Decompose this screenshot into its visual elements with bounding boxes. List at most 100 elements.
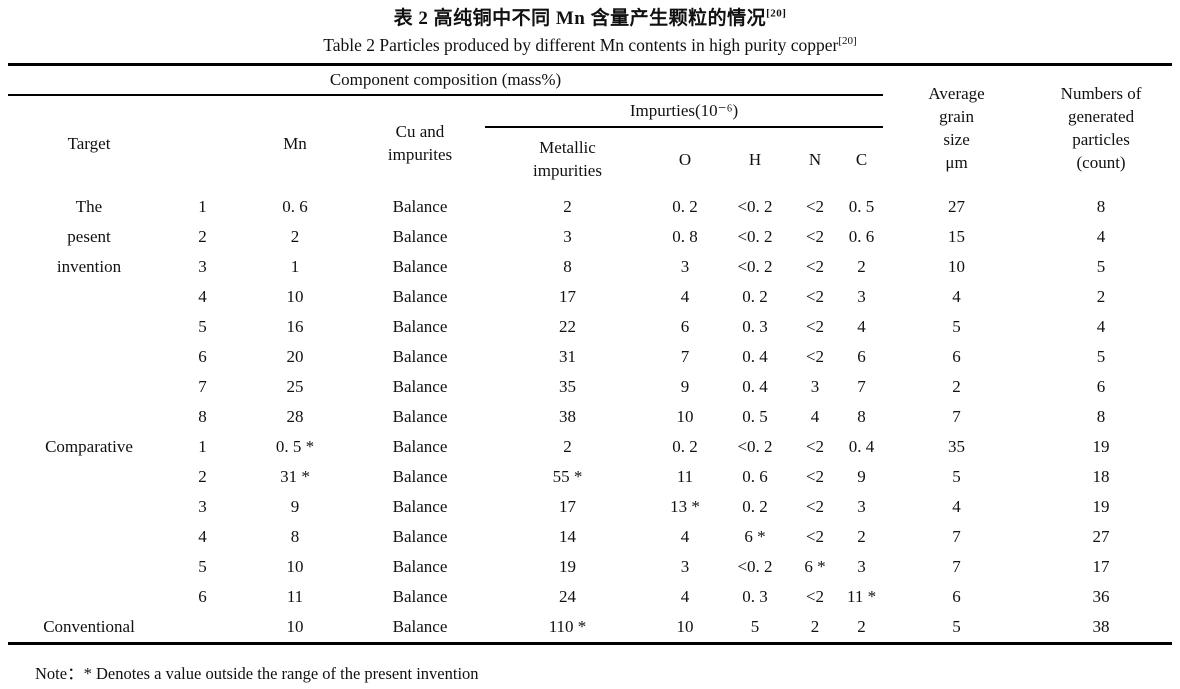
cell-hydrogen: 0. 3 [742,586,768,606]
cell-average-grain-size: 10 [948,256,966,276]
cell-particle-count: 5 [1096,346,1106,366]
cell-carbon: 4 [857,316,866,336]
cell-hydrogen: <0. 2 [737,436,773,456]
cell-oxygen: 4 [680,286,690,306]
cell-nitrogen: <2 [805,526,825,546]
cell-oxygen: 3 [680,256,690,276]
cell-particle-count: 18 [1092,466,1110,486]
cell-particle-count: 6 [1096,376,1106,396]
table-row: pesent 2 2 Balance 3 0. 8 <0. 2 <2 0. 6 … [8,222,1172,252]
table-row: 4 8 Balance 14 4 6 * <2 2 7 27 [8,522,1172,552]
cell-mn: 2 [290,226,300,246]
cell-mn: 10 [286,286,304,306]
header-impurties: Impurties(10⁻⁶) [485,95,884,128]
cell-mn: 16 [286,316,304,336]
table-row: 5 10 Balance 19 3 <0. 2 6 * 3 7 17 [8,552,1172,582]
header-component-composition: Component composition (mass%) [8,64,884,96]
cell-average-grain-size: 4 [952,496,961,516]
cell-particle-count: 5 [1096,256,1106,276]
table-caption-zh: 表 2 高纯铜中不同 Mn 含量产生颗粒的情况[20] [8,5,1172,32]
cell-hydrogen: 0. 3 [742,316,768,336]
header-row-group: Component composition (mass%) Average gr… [8,64,1172,172]
cell-target [8,372,170,402]
cell-metallic-impurities: 35 [559,376,576,396]
cell-nitrogen: <2 [805,586,825,606]
cell-carbon: 11 * [846,586,877,606]
cell-sample-number: 7 [198,376,207,396]
cell-metallic-impurities: 17 [559,496,576,516]
cell-target [8,402,170,432]
cell-carbon: 6 [857,346,866,366]
cell-carbon: 2 [857,256,866,276]
cell-carbon: 2 [857,526,866,546]
cell-average-grain-size: 7 [952,556,961,576]
cell-mn: 28 [286,406,304,426]
cell-mn: 11 [286,586,304,606]
cell-cu-and-impurites: Balance [392,586,448,606]
cell-cu-and-impurites: Balance [392,226,448,246]
caption-zh-text: 表 2 高纯铜中不同 Mn 含量产生颗粒的情况 [393,8,767,29]
cell-mn: 9 [290,496,300,516]
cell-cu-and-impurites: Balance [392,406,448,426]
cell-nitrogen: <2 [805,226,825,246]
cell-oxygen: 10 [676,406,694,426]
cell-sample-number: 6 [198,586,207,606]
cell-sample-number: 5 [198,316,207,336]
cell-mn: 31 * [280,466,310,486]
table-row: Comparative 1 0. 5 * Balance 2 0. 2 <0. … [8,432,1172,462]
cell-nitrogen: <2 [805,316,825,336]
cell-mn: 25 [286,376,304,396]
cell-average-grain-size: 7 [952,406,961,426]
cell-metallic-impurities: 38 [559,406,576,426]
cell-oxygen: 7 [680,346,690,366]
cell-sample-number: 6 [198,346,207,366]
cell-oxygen: 0. 2 [672,196,698,216]
cell-oxygen: 0. 8 [672,226,698,246]
cell-target [8,462,170,492]
cell-metallic-impurities: 19 [559,556,576,576]
cell-metallic-impurities: 17 [559,286,576,306]
cell-oxygen: 4 [680,526,690,546]
cell-particle-count: 8 [1096,406,1106,426]
cell-sample-number: 4 [198,526,207,546]
table-row: The 1 0. 6 Balance 2 0. 2 <0. 2 <2 0. 5 … [8,192,1172,222]
cell-oxygen: 3 [680,556,690,576]
cell-carbon: 0. 4 [848,436,875,456]
cell-sample-number: 3 [198,496,207,516]
cell-cu-and-impurites: Balance [392,556,448,576]
cell-sample-number: 1 [198,196,207,216]
header-nitrogen: N [808,149,822,169]
cell-nitrogen: 4 [810,406,820,426]
cell-particle-count: 17 [1092,556,1110,576]
cell-oxygen: 0. 2 [672,436,698,456]
cell-metallic-impurities: 24 [559,586,576,606]
cell-hydrogen: <0. 2 [737,196,773,216]
cell-average-grain-size: 2 [952,376,961,396]
cell-average-grain-size: 6 [952,346,961,366]
cell-carbon: 0. 5 [848,196,875,216]
cell-sample-number: 3 [198,256,207,276]
header-average-grain-size: Average grain size μm [928,84,985,172]
cell-oxygen: 10 [676,616,694,636]
cell-oxygen: 13 * [670,496,700,516]
cell-cu-and-impurites: Balance [392,256,448,276]
cell-mn: 20 [286,346,304,366]
cell-hydrogen: 0. 4 [742,346,768,366]
cell-mn: 10 [286,556,304,576]
cell-metallic-impurities: 55 * [552,466,583,486]
cell-nitrogen: <2 [805,466,825,486]
table-row: 3 9 Balance 17 13 * 0. 2 <2 3 4 19 [8,492,1172,522]
cell-hydrogen: 0. 2 [742,496,768,516]
cell-mn: 0. 6 [282,196,308,216]
cell-target: Comparative [45,436,133,456]
cell-oxygen: 4 [680,586,690,606]
cell-mn: 8 [290,526,300,546]
cell-nitrogen: <2 [805,496,825,516]
cell-nitrogen: 3 [810,376,820,396]
cell-average-grain-size: 7 [952,526,961,546]
cell-nitrogen: <2 [805,346,825,366]
cell-cu-and-impurites: Balance [392,286,448,306]
cell-target [8,582,170,612]
cell-average-grain-size: 5 [952,316,961,336]
cell-cu-and-impurites: Balance [392,196,448,216]
